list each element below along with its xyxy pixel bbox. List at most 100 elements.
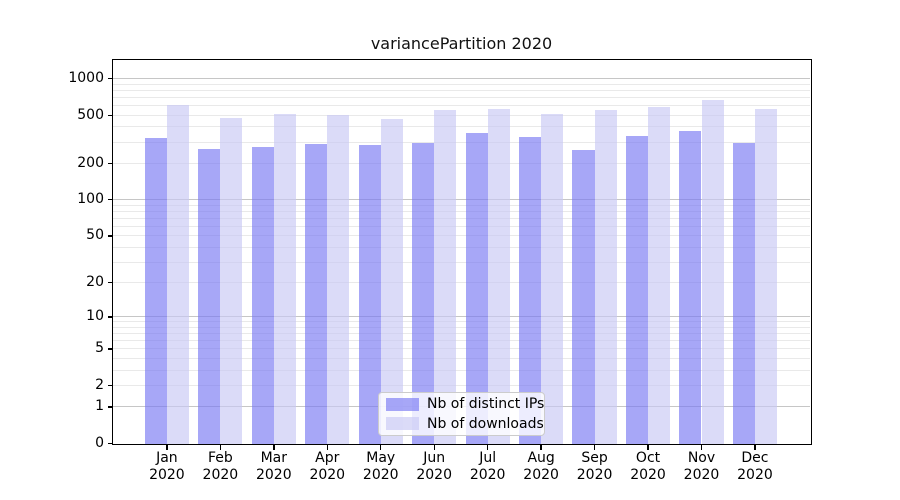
major-gridline <box>113 316 810 318</box>
bar-distinct-ips <box>519 136 542 444</box>
y-tick-mark <box>107 282 113 284</box>
bar-distinct-ips <box>465 132 488 444</box>
x-tick-year: 2020 <box>309 466 346 483</box>
minor-gridline <box>113 83 810 85</box>
bar-downloads <box>166 104 189 444</box>
bar-downloads <box>380 118 403 444</box>
x-tick-year: 2020 <box>362 466 399 483</box>
y-tick-mark <box>107 162 113 165</box>
y-tick-label: 1 <box>95 398 104 415</box>
x-tick-month: Jun <box>423 449 446 466</box>
y-tick-mark <box>107 384 113 387</box>
y-tick-mark <box>107 442 113 445</box>
minor-gridline <box>113 358 810 359</box>
major-gridline <box>113 199 810 201</box>
x-tick-mark <box>380 444 382 450</box>
x-tick-month: Apr <box>315 449 340 466</box>
y-tick-label: 50 <box>86 227 104 244</box>
y-tick-label: 500 <box>77 106 104 123</box>
x-tick-month: Nov <box>687 449 716 466</box>
minor-gridline <box>113 210 810 212</box>
x-tick-label: Feb 2020 <box>188 450 252 484</box>
bar-downloads <box>541 114 564 444</box>
x-tick-mark <box>166 444 168 450</box>
x-tick-label: May 2020 <box>349 450 413 484</box>
minor-gridline <box>113 89 810 91</box>
bar-downloads <box>701 100 724 444</box>
x-tick-mark <box>540 444 542 450</box>
x-tick-label: Nov 2020 <box>670 450 734 484</box>
major-gridline <box>113 78 810 80</box>
y-tick-label: 5 <box>95 340 104 357</box>
bar-downloads <box>487 108 510 444</box>
bar-distinct-ips <box>679 130 702 444</box>
x-tick-mark <box>593 444 596 450</box>
minor-gridline <box>113 96 810 98</box>
y-tick-label: 200 <box>77 154 104 171</box>
bar-downloads <box>754 109 778 444</box>
bar-downloads <box>648 106 671 444</box>
bar-distinct-ips <box>251 147 274 444</box>
x-tick-month: Jul <box>479 449 497 466</box>
minor-gridline <box>113 261 810 263</box>
bar-distinct-ips <box>358 145 381 444</box>
minor-gridline <box>113 225 810 227</box>
x-tick-mark <box>647 444 649 450</box>
legend-label-distinct-ips: Nb of distinct IPs <box>427 396 545 413</box>
x-tick-year: 2020 <box>737 466 773 483</box>
minor-gridline <box>113 340 810 342</box>
y-tick-label: 20 <box>86 274 104 291</box>
x-tick-year: 2020 <box>523 466 559 483</box>
minor-gridline <box>113 126 810 128</box>
minor-gridline <box>113 321 810 323</box>
x-tick-month: Feb <box>207 449 233 466</box>
legend-item-downloads: Nb of downloads <box>386 416 544 432</box>
x-tick-label: Mar 2020 <box>242 450 306 484</box>
x-tick-month: May <box>366 449 396 466</box>
x-tick-mark <box>700 444 703 450</box>
x-tick-year: 2020 <box>683 466 720 483</box>
bar-distinct-ips <box>144 138 167 444</box>
x-tick-year: 2020 <box>149 466 185 483</box>
y-tick-label: 0 <box>95 435 104 451</box>
x-tick-mark <box>326 444 328 450</box>
y-tick-label: 10 <box>86 308 104 325</box>
minor-gridline <box>113 141 810 143</box>
bar-distinct-ips <box>412 143 435 444</box>
bar-distinct-ips <box>732 142 755 444</box>
x-tick-mark <box>486 444 489 450</box>
legend-swatch-downloads <box>386 417 419 431</box>
minor-gridline <box>113 326 810 328</box>
bar-downloads <box>594 109 617 444</box>
x-tick-month: Sep <box>581 449 608 466</box>
x-tick-year: 2020 <box>630 466 666 483</box>
y-tick-mark <box>107 199 113 201</box>
x-tick-month: Mar <box>260 449 288 466</box>
bar-distinct-ips <box>572 149 595 444</box>
minor-gridline <box>113 369 810 371</box>
x-tick-mark <box>273 444 275 450</box>
x-tick-mark <box>754 444 756 450</box>
minor-gridline <box>113 348 810 350</box>
minor-gridline <box>113 162 810 164</box>
plot-area: Nb of distinct IPs Nb of downloads <box>113 60 810 444</box>
y-tick-mark <box>107 77 113 80</box>
legend-item-distinct-ips: Nb of distinct IPs <box>386 396 544 412</box>
minor-gridline <box>113 282 810 284</box>
bar-distinct-ips <box>305 144 328 444</box>
x-tick-label: Aug 2020 <box>509 450 573 484</box>
x-tick-label: Jan 2020 <box>135 450 199 484</box>
minor-gridline <box>113 246 810 248</box>
y-tick-mark <box>107 316 113 318</box>
bar-downloads <box>434 109 457 444</box>
legend-label-downloads: Nb of downloads <box>427 415 544 432</box>
x-tick-label: Jul 2020 <box>456 450 520 484</box>
chart-title: variancePartition 2020 <box>370 34 553 53</box>
y-tick-mark <box>107 348 113 350</box>
x-tick-year: 2020 <box>416 466 452 483</box>
x-tick-label: Jun 2020 <box>402 450 466 484</box>
minor-gridline <box>113 204 810 206</box>
y-tick-mark <box>107 406 113 408</box>
x-tick-label: Oct 2020 <box>616 450 680 484</box>
